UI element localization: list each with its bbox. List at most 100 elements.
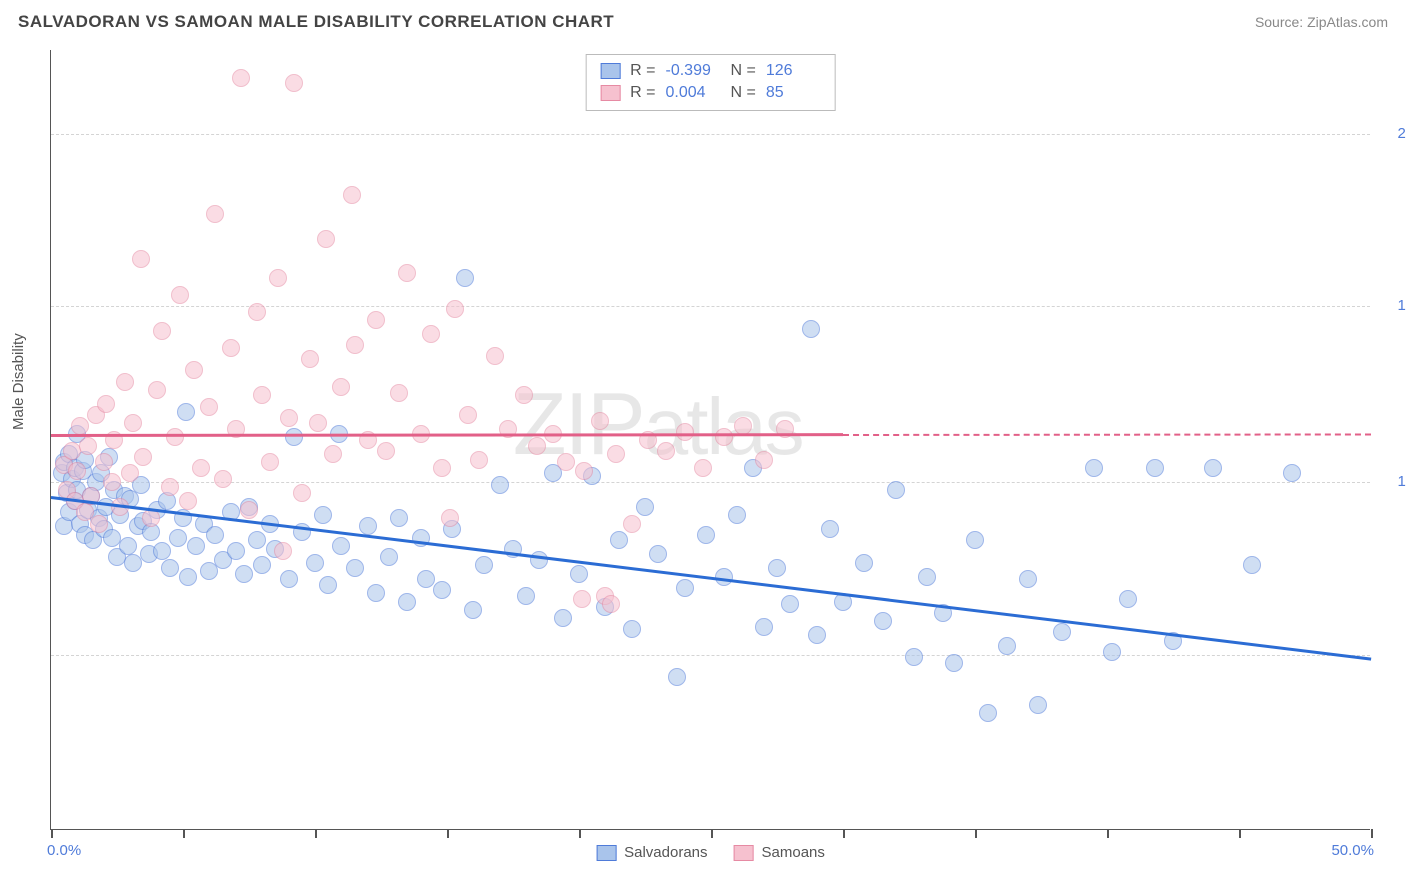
scatter-point	[105, 481, 123, 499]
scatter-point	[63, 470, 81, 488]
scatter-point	[55, 453, 73, 471]
scatter-point	[359, 517, 377, 535]
chart-title: SALVADORAN VS SAMOAN MALE DISABILITY COR…	[18, 12, 614, 32]
scatter-point	[206, 205, 224, 223]
scatter-point	[240, 498, 258, 516]
scatter-point	[309, 414, 327, 432]
y-tick-label: 25.0%	[1380, 125, 1406, 142]
x-tick	[315, 829, 317, 838]
scatter-point	[623, 620, 641, 638]
x-tick	[843, 829, 845, 838]
scatter-point	[966, 531, 984, 549]
scatter-point	[1053, 623, 1071, 641]
scatter-point	[116, 487, 134, 505]
scatter-point	[446, 300, 464, 318]
scatter-point	[517, 587, 535, 605]
gridline	[51, 655, 1370, 656]
scatter-point	[171, 286, 189, 304]
scatter-point	[1146, 459, 1164, 477]
scatter-point	[573, 590, 591, 608]
scatter-point	[979, 704, 997, 722]
scatter-point	[124, 414, 142, 432]
swatch-samoans	[600, 85, 620, 101]
scatter-point	[530, 551, 548, 569]
scatter-point	[185, 361, 203, 379]
scatter-point	[557, 453, 575, 471]
scatter-point	[134, 512, 152, 530]
scatter-point	[76, 526, 94, 544]
scatter-point	[433, 459, 451, 477]
swatch-salvadorans	[600, 63, 620, 79]
scatter-point	[90, 509, 108, 527]
scatter-point	[232, 69, 250, 87]
scatter-point	[79, 437, 97, 455]
scatter-point	[317, 230, 335, 248]
scatter-point	[715, 428, 733, 446]
scatter-point	[108, 548, 126, 566]
x-tick	[447, 829, 449, 838]
scatter-point	[71, 417, 89, 435]
scatter-point	[554, 609, 572, 627]
legend-swatch-samoans	[734, 845, 754, 861]
scatter-point	[676, 423, 694, 441]
gridline	[51, 134, 1370, 135]
scatter-point	[491, 476, 509, 494]
scatter-plot-area: ZIPatlas R = -0.399 N = 126 R = 0.004 N …	[50, 50, 1370, 830]
scatter-point	[1103, 643, 1121, 661]
scatter-point	[66, 459, 84, 477]
scatter-point	[367, 584, 385, 602]
scatter-point	[206, 526, 224, 544]
scatter-point	[60, 445, 78, 463]
scatter-point	[367, 311, 385, 329]
scatter-point	[200, 398, 218, 416]
x-axis-max-label: 50.0%	[1331, 842, 1374, 859]
y-axis-label: Male Disability	[10, 333, 27, 430]
legend-swatch-salvadorans	[596, 845, 616, 861]
y-tick-label: 12.5%	[1380, 473, 1406, 490]
scatter-point	[607, 445, 625, 463]
scatter-point	[280, 409, 298, 427]
watermark: ZIPatlas	[513, 373, 803, 475]
scatter-point	[55, 456, 73, 474]
scatter-point	[76, 451, 94, 469]
scatter-point	[390, 509, 408, 527]
scatter-point	[945, 654, 963, 672]
scatter-point	[398, 264, 416, 282]
scatter-point	[248, 531, 266, 549]
scatter-point	[240, 501, 258, 519]
scatter-point	[515, 386, 533, 404]
legend: Salvadorans Samoans	[596, 844, 825, 861]
scatter-point	[132, 476, 150, 494]
scatter-point	[649, 545, 667, 563]
scatter-point	[380, 548, 398, 566]
scatter-point	[200, 562, 218, 580]
scatter-point	[76, 503, 94, 521]
scatter-point	[808, 626, 826, 644]
scatter-point	[134, 448, 152, 466]
scatter-point	[456, 269, 474, 287]
scatter-point	[715, 568, 733, 586]
correlation-stats-box: R = -0.399 N = 126 R = 0.004 N = 85	[585, 54, 836, 111]
scatter-point	[111, 506, 129, 524]
scatter-point	[285, 428, 303, 446]
scatter-point	[53, 464, 71, 482]
x-tick	[1371, 829, 1373, 838]
scatter-point	[781, 595, 799, 613]
y-tick-label: 18.8%	[1380, 297, 1406, 314]
scatter-point	[610, 531, 628, 549]
scatter-point	[728, 506, 746, 524]
scatter-point	[60, 503, 78, 521]
x-tick	[51, 829, 53, 838]
scatter-point	[103, 529, 121, 547]
scatter-point	[1243, 556, 1261, 574]
scatter-point	[63, 442, 81, 460]
scatter-point	[227, 542, 245, 560]
scatter-point	[668, 668, 686, 686]
scatter-point	[1085, 459, 1103, 477]
scatter-point	[214, 551, 232, 569]
scatter-point	[142, 523, 160, 541]
scatter-point	[486, 347, 504, 365]
x-axis-min-label: 0.0%	[47, 842, 81, 859]
scatter-point	[887, 481, 905, 499]
scatter-point	[755, 618, 773, 636]
